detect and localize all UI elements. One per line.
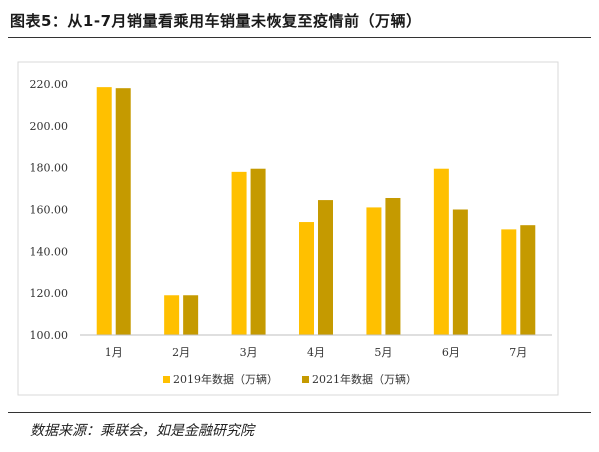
x-tick-label: 6月 <box>442 346 460 359</box>
bar-2019-2 <box>164 295 180 335</box>
source-divider <box>8 412 591 413</box>
bar-2021-6 <box>452 209 468 335</box>
title-divider <box>8 37 591 38</box>
y-tick-label: 200.00 <box>30 120 69 133</box>
plot-frame <box>17 61 559 396</box>
bar-2019-5 <box>366 207 382 335</box>
bar-2019-6 <box>433 168 449 335</box>
bar-2021-3 <box>250 168 266 335</box>
page-title: 图表5：从1-7月销量看乘用车销量未恢复至疫情前（万辆） <box>10 12 422 30</box>
bar-2019-7 <box>501 229 517 335</box>
legend-label: 2021年数据（万辆） <box>312 372 417 386</box>
bar-2019-4 <box>299 222 314 335</box>
y-axis-ticks: 100.00 120.00 140.00 160.00 180.00 200.00 220.… <box>30 78 69 342</box>
y-tick-label: 140.00 <box>30 245 69 258</box>
bars <box>96 87 536 335</box>
bar-2021-2 <box>183 295 199 335</box>
legend-swatch <box>302 376 309 383</box>
legend-swatch <box>163 376 170 383</box>
x-tick-label: 5月 <box>374 346 392 359</box>
bar-2021-5 <box>385 197 401 335</box>
x-tick-label: 7月 <box>509 346 527 359</box>
y-tick-label: 180.00 <box>30 162 69 175</box>
x-tick-label: 3月 <box>240 346 258 359</box>
legend: 2019年数据（万辆） 2021年数据（万辆） <box>163 372 417 386</box>
x-tick-label: 1月 <box>105 346 123 359</box>
y-tick-label: 160.00 <box>30 204 69 217</box>
bar-2021-1 <box>115 88 131 335</box>
y-tick-label: 220.00 <box>30 78 69 91</box>
x-axis-categories: 1月 2月 3月 4月 5月 6月 7月 <box>105 346 528 359</box>
bar-2021-7 <box>520 225 536 335</box>
x-tick-label: 4月 <box>307 346 325 359</box>
legend-label: 2019年数据（万辆） <box>173 372 278 386</box>
y-tick-label: 120.00 <box>30 287 69 300</box>
source-note: 数据来源：乘联会，如是金融研究院 <box>30 423 254 439</box>
bar-2021-4 <box>318 200 333 335</box>
bar-2019-1 <box>96 87 112 335</box>
x-tick-label: 2月 <box>172 346 190 359</box>
bar-2019-3 <box>231 171 247 335</box>
y-tick-label: 100.00 <box>30 329 69 342</box>
